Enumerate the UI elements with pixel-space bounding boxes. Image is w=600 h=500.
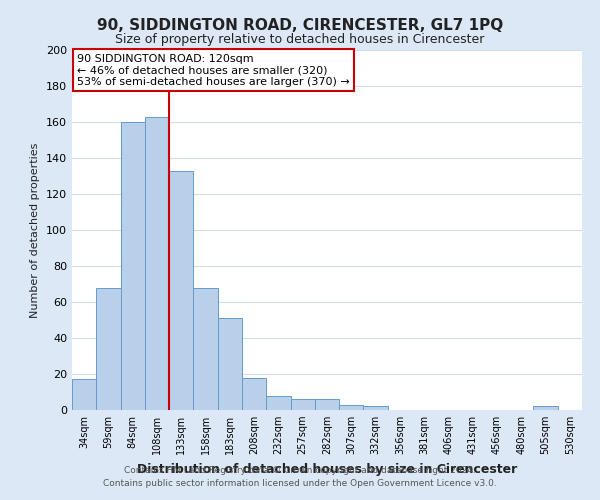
Y-axis label: Number of detached properties: Number of detached properties [31, 142, 40, 318]
Text: 90, SIDDINGTON ROAD, CIRENCESTER, GL7 1PQ: 90, SIDDINGTON ROAD, CIRENCESTER, GL7 1P… [97, 18, 503, 32]
Text: Size of property relative to detached houses in Cirencester: Size of property relative to detached ho… [115, 32, 485, 46]
Bar [145, 116, 169, 410]
Bar [72, 380, 96, 410]
Bar [290, 399, 315, 410]
Bar [364, 406, 388, 410]
Bar [339, 404, 364, 410]
Bar [315, 399, 339, 410]
Text: 90 SIDDINGTON ROAD: 120sqm
← 46% of detached houses are smaller (320)
53% of sem: 90 SIDDINGTON ROAD: 120sqm ← 46% of deta… [77, 54, 350, 87]
Bar [121, 122, 145, 410]
X-axis label: Distribution of detached houses by size in Cirencester: Distribution of detached houses by size … [137, 462, 517, 475]
Bar [218, 318, 242, 410]
Bar [266, 396, 290, 410]
Text: Contains HM Land Registry data © Crown copyright and database right 2024.
Contai: Contains HM Land Registry data © Crown c… [103, 466, 497, 487]
Bar [242, 378, 266, 410]
Bar [193, 288, 218, 410]
Bar [533, 406, 558, 410]
Bar [96, 288, 121, 410]
Bar [169, 170, 193, 410]
